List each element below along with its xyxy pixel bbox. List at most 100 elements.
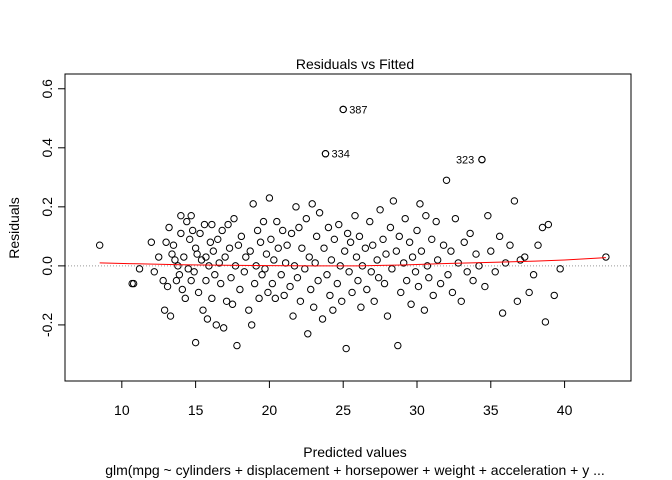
- data-point: [414, 282, 423, 291]
- data-point: [534, 241, 542, 249]
- data-point: [307, 285, 315, 294]
- data-point: [199, 306, 207, 314]
- data-point: [326, 291, 334, 300]
- data-point: [544, 220, 553, 229]
- data-point: [193, 250, 201, 258]
- data-point: [236, 285, 244, 294]
- data-point: [268, 279, 277, 288]
- data-point: [484, 211, 492, 220]
- data-point: [202, 253, 210, 261]
- data-point: [323, 271, 331, 279]
- data-point: [436, 279, 445, 288]
- data-point: [187, 211, 195, 220]
- data-point: [394, 341, 402, 350]
- data-point: [538, 223, 547, 232]
- data-point: [361, 244, 370, 252]
- data-point: [411, 268, 420, 276]
- data-point: [277, 271, 285, 279]
- data-point: [202, 276, 210, 285]
- data-point: [280, 291, 288, 300]
- data-point: [188, 226, 197, 235]
- y-tick-label: -0.2: [39, 313, 55, 337]
- data-point: [221, 253, 229, 261]
- data-point: [187, 276, 195, 285]
- data-point: [217, 279, 225, 288]
- data-point: [357, 303, 365, 311]
- y-tick-label: 0.6: [39, 79, 55, 99]
- data-point: [487, 247, 495, 255]
- data-point: [379, 235, 387, 244]
- data-point: [521, 253, 529, 261]
- data-point: [425, 273, 433, 282]
- data-point: [308, 200, 316, 208]
- data-point: [234, 241, 243, 249]
- data-point: [245, 306, 253, 314]
- data-point: [242, 253, 250, 261]
- data-point: [253, 226, 262, 235]
- data-point: [432, 217, 440, 226]
- data-point: [472, 250, 480, 258]
- data-point: [181, 294, 189, 303]
- y-tick-label: 0.0: [39, 256, 55, 276]
- data-point: [271, 294, 280, 303]
- data-point: [374, 273, 383, 282]
- data-point: [408, 253, 417, 261]
- data-point: [352, 253, 361, 261]
- data-point: [208, 220, 216, 229]
- data-point: [405, 238, 414, 246]
- data-point: [203, 315, 212, 323]
- data-point: [416, 200, 424, 208]
- data-point: [184, 265, 192, 273]
- data-point: [386, 223, 395, 232]
- data-point: [163, 282, 172, 291]
- data-point: [422, 211, 430, 220]
- data-point: [230, 214, 238, 223]
- x-axis: 10 15 20 25 30 35 40: [114, 380, 573, 418]
- data-point: [481, 282, 489, 291]
- data-point: [205, 262, 213, 270]
- data-point: [389, 197, 398, 205]
- data-point: [529, 271, 538, 279]
- data-point: [289, 312, 297, 320]
- data-point: [186, 235, 194, 244]
- data-point: [469, 276, 477, 285]
- data-point: [428, 235, 436, 244]
- data-point: [501, 259, 510, 267]
- data-point: [413, 226, 421, 235]
- data-point: [219, 324, 228, 332]
- data-point: [407, 300, 415, 308]
- data-point: [177, 211, 185, 220]
- data-point: [550, 291, 558, 300]
- data-point: [382, 250, 390, 258]
- data-point: [270, 256, 278, 264]
- x-tick-label: 40: [557, 402, 573, 418]
- data-point: [495, 232, 504, 241]
- data-point: [439, 241, 448, 249]
- data-point: [343, 229, 352, 238]
- data-point: [466, 229, 474, 238]
- outlier-label: 323: [456, 155, 474, 167]
- data-point: [340, 247, 349, 255]
- data-point: [318, 315, 327, 323]
- data-point: [342, 344, 350, 353]
- data-point: [267, 235, 275, 244]
- chart-subtitle: glm(mpg ~ cylinders + displacement + hor…: [105, 462, 605, 478]
- data-point: [255, 294, 263, 303]
- smooth-line: [99, 257, 606, 267]
- data-point: [225, 244, 234, 252]
- data-point: [327, 256, 336, 264]
- outlier-point: [339, 105, 347, 114]
- data-point: [335, 220, 343, 229]
- data-point: [400, 259, 408, 267]
- data-point: [190, 268, 198, 276]
- data-point: [265, 194, 274, 202]
- data-point: [222, 297, 231, 305]
- x-axis-label: Predicted values: [303, 444, 407, 460]
- x-tick-label: 10: [114, 402, 130, 418]
- data-point: [174, 262, 182, 270]
- data-point: [214, 235, 222, 244]
- data-point: [447, 247, 455, 255]
- y-tick-label: 0.4: [39, 138, 55, 158]
- data-point: [231, 262, 240, 270]
- data-point: [448, 288, 457, 297]
